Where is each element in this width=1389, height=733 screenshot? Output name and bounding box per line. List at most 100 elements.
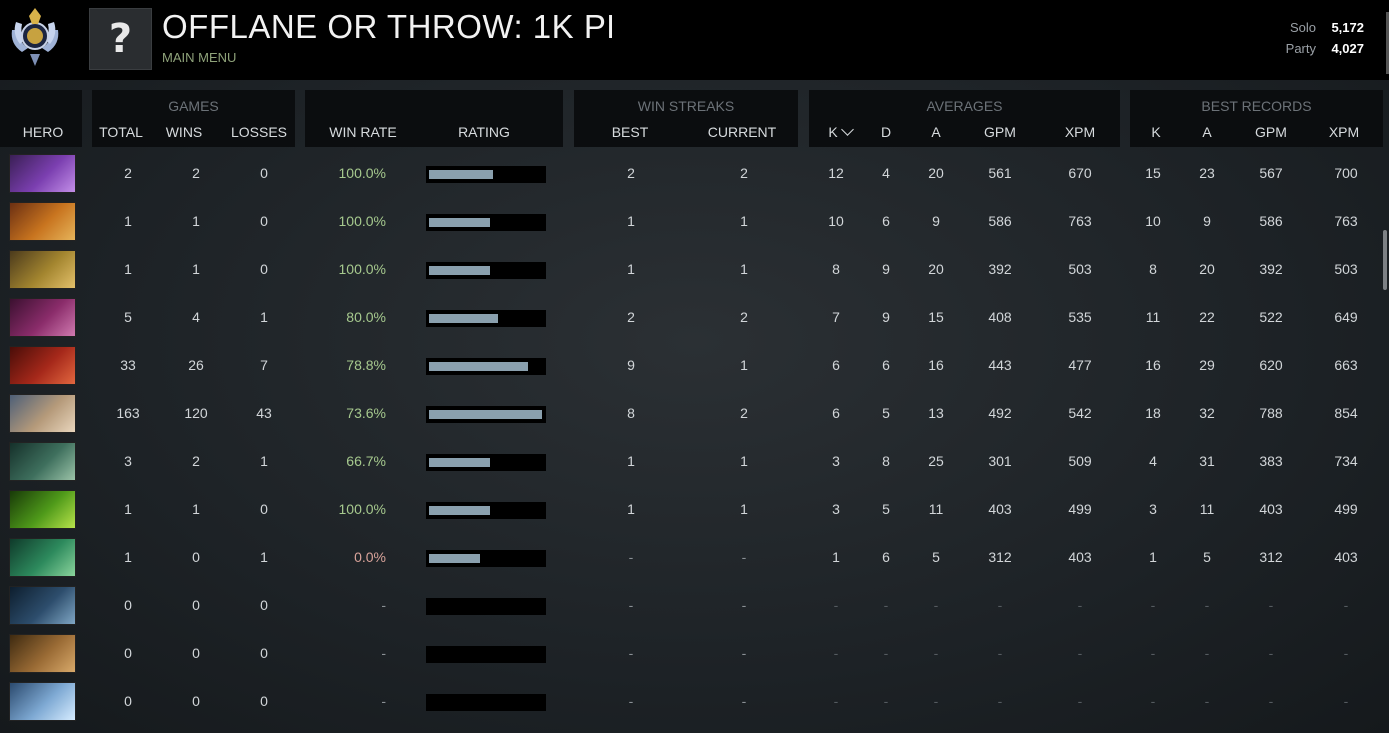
cell-total: 3 <box>124 453 132 469</box>
cell-total: 1 <box>124 549 132 565</box>
col-wins[interactable]: WINS <box>165 124 203 140</box>
table-row[interactable]: 0 0 0 - - - - - - - - - - - - <box>0 678 1380 726</box>
cell-wins: 0 <box>192 549 200 565</box>
cell-avg-gpm: - <box>997 693 1003 709</box>
cell-avg-deaths: 4 <box>882 165 890 181</box>
table-row[interactable]: 1 1 0 100.0% 1 1 10 6 9 586 763 10 9 586 763 <box>0 198 1380 246</box>
table-row[interactable]: 33 26 7 78.8% 9 1 6 6 16 443 477 16 29 620 663 <box>0 342 1380 390</box>
ancient-apparition-portrait[interactable] <box>9 682 76 721</box>
cell-best-xpm: 503 <box>1334 261 1358 277</box>
juggernaut-portrait[interactable] <box>9 346 76 385</box>
bounty-hunter-portrait[interactable] <box>9 202 76 241</box>
cell-avg-gpm: 392 <box>988 261 1012 277</box>
cell-avg-kills: 3 <box>832 453 840 469</box>
tidehunter-portrait[interactable] <box>9 538 76 577</box>
cell-losses: 43 <box>256 405 272 421</box>
cell-win-rate: 100.0% <box>338 261 386 277</box>
cell-avg-assists: 16 <box>928 357 944 373</box>
cell-best-streak: 8 <box>627 405 635 421</box>
cell-avg-assists: - <box>933 597 939 613</box>
cell-avg-kills: 10 <box>828 213 844 229</box>
col-best-xpm[interactable]: XPM <box>1328 124 1360 140</box>
cell-avg-gpm: 408 <box>988 309 1012 325</box>
cell-best-assists: 31 <box>1199 453 1215 469</box>
col-best-streak[interactable]: BEST <box>611 124 649 140</box>
rating-bar-fill <box>429 410 542 419</box>
cell-avg-deaths: 5 <box>882 501 890 517</box>
col-current-streak[interactable]: CURRENT <box>707 124 777 140</box>
mmr-value: 5,172 <box>1331 20 1364 35</box>
col-avg-gpm[interactable]: GPM <box>984 124 1016 140</box>
col-total[interactable]: TOTAL <box>99 124 143 140</box>
pugna-portrait[interactable] <box>9 490 76 529</box>
cell-total: 1 <box>124 213 132 229</box>
col-losses[interactable]: LOSSES <box>230 124 288 140</box>
col-best-assists[interactable]: A <box>1202 124 1212 140</box>
table-row[interactable]: 1 1 0 100.0% 1 1 3 5 11 403 499 3 11 403 499 <box>0 486 1380 534</box>
cell-best-kills: 11 <box>1145 309 1161 325</box>
cell-best-kills: 4 <box>1149 453 1157 469</box>
col-hero[interactable]: HERO <box>22 124 64 140</box>
faceless-void-portrait[interactable] <box>9 154 76 193</box>
col-avg-deaths[interactable]: D <box>880 124 892 140</box>
col-avg-assists[interactable]: A <box>931 124 941 140</box>
main-menu-link[interactable]: MAIN MENU <box>162 50 237 65</box>
queen-of-pain-portrait[interactable] <box>9 298 76 337</box>
rating-bar-fill <box>429 554 480 563</box>
table-row[interactable]: 0 0 0 - - - - - - - - - - - - <box>0 630 1380 678</box>
col-best-kills[interactable]: K <box>1151 124 1161 140</box>
col-rating[interactable]: RATING <box>458 124 510 140</box>
dark-seer-portrait[interactable] <box>9 442 76 481</box>
mmr-party-row: Party 4,027 <box>1272 41 1364 62</box>
rating-bar-fill <box>429 266 490 275</box>
cell-best-xpm: 403 <box>1334 549 1358 565</box>
cell-total: 0 <box>124 597 132 613</box>
mmr-panel: Solo 5,172 Party 4,027 <box>1272 20 1364 62</box>
tusk-portrait[interactable] <box>9 250 76 289</box>
cell-best-gpm: 383 <box>1259 453 1283 469</box>
cell-current-streak: 2 <box>740 405 748 421</box>
cell-best-xpm: 734 <box>1334 453 1358 469</box>
table-row[interactable]: 0 0 0 - - - - - - - - - - - - <box>0 582 1380 630</box>
cell-avg-kills: 6 <box>832 405 840 421</box>
best-records-group-box <box>1130 90 1383 147</box>
table-row[interactable]: 163 120 43 73.6% 8 2 6 5 13 492 542 18 32 788 854 <box>0 390 1380 438</box>
rating-bar <box>426 214 546 231</box>
cell-avg-kills: 3 <box>832 501 840 517</box>
table-row[interactable]: 1 0 1 0.0% - - 1 6 5 312 403 1 5 312 403 <box>0 534 1380 582</box>
table-row[interactable]: 5 4 1 80.0% 2 2 7 9 15 408 535 11 22 522 649 <box>0 294 1380 342</box>
col-avg-kills[interactable]: K <box>820 123 860 140</box>
cell-avg-xpm: 477 <box>1068 357 1092 373</box>
cell-total: 163 <box>116 405 140 421</box>
cell-best-assists: 11 <box>1199 501 1215 517</box>
cell-total: 1 <box>124 501 132 517</box>
profile-avatar[interactable]: ? <box>89 8 152 70</box>
hero-group-box <box>0 90 82 147</box>
rating-bar <box>426 406 546 423</box>
cell-total: 5 <box>124 309 132 325</box>
col-best-gpm[interactable]: GPM <box>1255 124 1287 140</box>
col-avg-xpm[interactable]: XPM <box>1064 124 1096 140</box>
mmr-value: 4,027 <box>1331 41 1364 56</box>
kunkka-portrait[interactable] <box>9 394 76 433</box>
cell-best-kills: 1 <box>1149 549 1157 565</box>
cell-wins: 1 <box>192 501 200 517</box>
cell-avg-deaths: 5 <box>882 405 890 421</box>
alchemist-portrait[interactable] <box>9 634 76 673</box>
cell-current-streak: 1 <box>740 501 748 517</box>
cell-win-rate: 73.6% <box>346 405 386 421</box>
cell-avg-kills: 8 <box>832 261 840 277</box>
col-avg-kills-label: K <box>828 124 838 140</box>
table-row[interactable]: 2 2 0 100.0% 2 2 12 4 20 561 670 15 23 567 700 <box>0 150 1380 198</box>
cell-best-assists: 23 <box>1199 165 1215 181</box>
col-win-rate[interactable]: WIN RATE <box>329 124 397 140</box>
table-row[interactable]: 1 1 0 100.0% 1 1 8 9 20 392 503 8 20 392 503 <box>0 246 1380 294</box>
abaddon-portrait[interactable] <box>9 586 76 625</box>
cell-best-streak: - <box>628 693 634 709</box>
cell-avg-assists: - <box>933 693 939 709</box>
cell-best-xpm: 854 <box>1334 405 1358 421</box>
cell-best-assists: - <box>1204 597 1210 613</box>
scrollbar-thumb[interactable] <box>1383 230 1387 290</box>
table-row[interactable]: 3 2 1 66.7% 1 1 3 8 25 301 509 4 31 383 734 <box>0 438 1380 486</box>
cell-wins: 1 <box>192 261 200 277</box>
